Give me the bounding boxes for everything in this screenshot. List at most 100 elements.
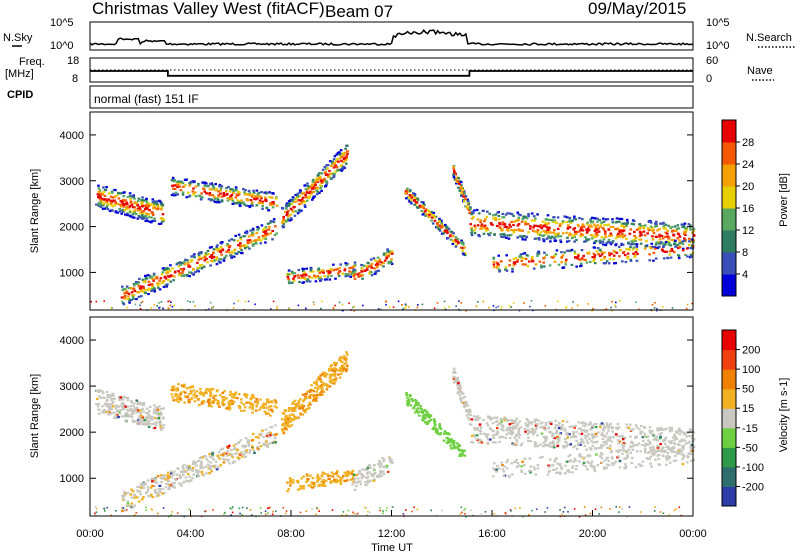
echo-cell [600, 236, 604, 239]
echo-cell [593, 258, 596, 261]
echo-cell [153, 422, 156, 425]
echo-cell [557, 263, 561, 266]
echo-cell [303, 184, 307, 187]
echo-cell [179, 393, 182, 396]
echo-cell [663, 437, 667, 441]
echo-cell [141, 196, 144, 199]
echo-cell [479, 426, 483, 430]
echo-cell [287, 269, 291, 272]
echo-cell [148, 209, 151, 212]
echo-cell [551, 440, 555, 443]
echo-cell [152, 411, 156, 414]
echo-cell [648, 440, 652, 443]
echo-cell [548, 458, 552, 461]
echo-cell [382, 465, 386, 468]
echo-cell [376, 264, 379, 267]
echo-cell [142, 210, 146, 213]
echo-cell [274, 400, 278, 403]
echo-cell [658, 235, 661, 238]
echo-cell [588, 454, 592, 457]
echo-cell [320, 307, 322, 310]
echo-cell [305, 191, 309, 194]
echo-cell [259, 432, 263, 435]
echo-cell [595, 435, 598, 438]
echo-cell [161, 267, 165, 270]
echo-cell [131, 206, 135, 209]
echo-cell [609, 225, 613, 229]
echo-cell [336, 268, 339, 271]
echo-cell [532, 466, 536, 469]
echo-cell [633, 238, 637, 241]
echo-cell [336, 470, 339, 473]
echo-cell [379, 464, 383, 467]
echo-cell [580, 249, 584, 252]
echo-cell [133, 496, 137, 499]
echo-cell [621, 243, 625, 246]
echo-cell [522, 235, 525, 238]
echo-cell [530, 219, 534, 222]
echo-cell [323, 373, 326, 376]
echo-cell [405, 305, 408, 307]
program-name: normal (fast) 151 IF [94, 92, 199, 106]
echo-cell [154, 490, 157, 493]
echo-cell [156, 204, 160, 207]
echo-cell [308, 390, 312, 393]
echo-cell [268, 191, 271, 194]
echo-cell [196, 269, 199, 272]
echo-cell [439, 432, 443, 435]
echo-cell [136, 209, 140, 212]
echo-cell [430, 216, 434, 219]
echo-cell [335, 362, 338, 365]
echo-cell [661, 306, 664, 308]
echo-cell [142, 199, 146, 202]
echo-cell [251, 406, 254, 409]
echo-cell [654, 223, 658, 226]
echo-cell [602, 243, 605, 246]
echo-cell [478, 416, 481, 419]
echo-cell [357, 275, 360, 278]
echo-cell [263, 191, 266, 194]
echo-cell [535, 224, 539, 227]
echo-cell [289, 479, 292, 482]
echo-cell [475, 437, 479, 441]
echo-cell [275, 196, 278, 199]
echo-cell [155, 495, 158, 498]
echo-cell [633, 443, 637, 446]
echo-cell [333, 155, 337, 158]
echo-cell [215, 468, 219, 471]
echo-cell [460, 391, 464, 394]
echo-cell [545, 223, 549, 226]
echo-cell [547, 421, 551, 424]
echo-cell [158, 279, 161, 282]
echo-cell [615, 242, 618, 245]
echo-cell [282, 218, 285, 221]
echo-cell [507, 237, 511, 240]
echo-cell [601, 226, 605, 230]
echo-cell [670, 440, 673, 443]
echo-cell [156, 282, 159, 285]
velocity-data [94, 351, 696, 518]
echo-cell [600, 258, 603, 261]
echo-cell [429, 418, 433, 422]
echo-cell [172, 484, 175, 488]
echo-cell [363, 269, 367, 272]
echo-cell [214, 183, 217, 186]
echo-cell [137, 416, 141, 420]
echo-cell [153, 204, 156, 207]
echo-cell [204, 182, 207, 185]
echo-cell [180, 384, 184, 387]
echo-cell [208, 246, 212, 249]
echo-cell [416, 407, 420, 410]
echo-cell [454, 236, 458, 239]
echo-cell [248, 406, 252, 409]
echo-cell [225, 250, 228, 253]
echo-cell [600, 250, 603, 254]
echo-cell [452, 375, 455, 378]
echo-cell [288, 407, 291, 410]
power-ylabel: Slant Range [km] [29, 169, 41, 253]
echo-cell [132, 287, 136, 290]
echo-cell [682, 223, 685, 226]
echo-cell [315, 193, 319, 196]
echo-cell [247, 235, 251, 238]
echo-cell [458, 300, 460, 302]
